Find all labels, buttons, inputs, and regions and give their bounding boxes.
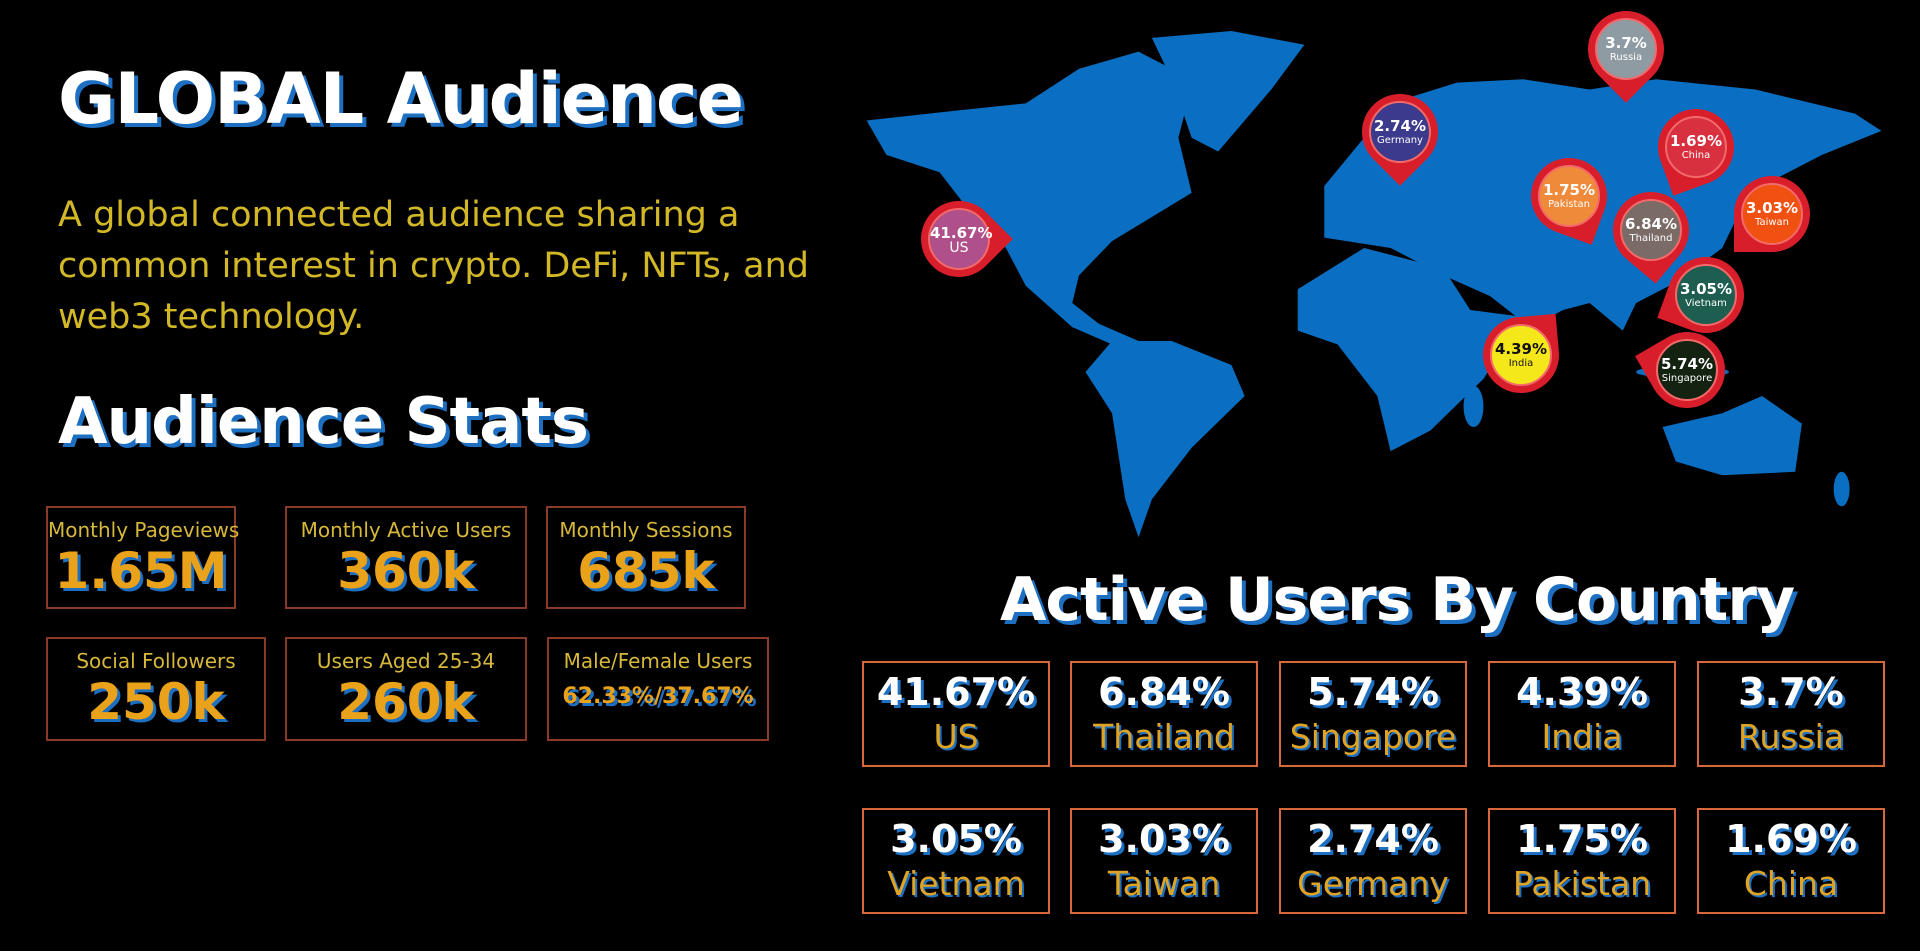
country-pct: 4.39% (1516, 670, 1648, 714)
pin-name: Germany (1377, 134, 1423, 146)
pin-name: China (1681, 149, 1711, 161)
pin-name: India (1508, 357, 1534, 369)
stat-label: Users Aged 25-34 (316, 649, 496, 673)
pin-pct: 5.74% (1660, 354, 1714, 373)
pin-pct: 4.39% (1494, 339, 1548, 358)
country-name: Russia (1737, 717, 1845, 756)
pin-pct: 3.05% (1679, 279, 1733, 298)
intro-text: A global connected audience sharing a co… (58, 195, 809, 337)
country-pct: 3.7% (1738, 670, 1844, 714)
pin-pct: 3.03% (1745, 198, 1799, 217)
stats-title: Audience Stats (58, 385, 589, 459)
country-pct: 41.67% (876, 670, 1036, 714)
stat-card-monthly-sessions: Monthly Sessions 685k (546, 506, 746, 609)
stat-value: 62.33%/37.67% (562, 684, 754, 709)
country-name: US (933, 717, 979, 756)
country-pct: 2.74% (1307, 817, 1439, 861)
country-name: Thailand (1093, 717, 1235, 756)
page-title: GLOBAL Audience (58, 58, 744, 140)
north-america (866, 51, 1192, 345)
stat-label: Monthly Pageviews (48, 518, 240, 542)
country-card-taiwan: 3.03% Taiwan (1070, 808, 1258, 914)
pin-pct: 2.74% (1373, 116, 1427, 135)
stat-label: Monthly Sessions (559, 518, 733, 542)
country-name: Germany (1297, 864, 1449, 903)
country-card-germany: 2.74% Germany (1279, 808, 1467, 914)
country-card-china: 1.69% China (1697, 808, 1885, 914)
country-card-us: 41.67% US (862, 661, 1050, 767)
country-pct: 6.84% (1098, 670, 1230, 714)
pin-pct: 1.75% (1542, 180, 1596, 199)
stat-value: 360k (337, 542, 475, 600)
stat-card-monthly-active-users: Monthly Active Users 360k (285, 506, 527, 609)
country-pct: 5.74% (1307, 670, 1439, 714)
pin-pct: 6.84% (1624, 214, 1678, 233)
country-name: Vietnam (887, 864, 1025, 903)
country-pct: 3.03% (1098, 817, 1230, 861)
pin-name: Thailand (1629, 232, 1673, 244)
stat-card-male-female: Male/Female Users 62.33%/37.67% (547, 637, 769, 741)
pin-name: Pakistan (1548, 198, 1590, 210)
stat-value: 1.65M (54, 542, 228, 600)
africa (1297, 247, 1524, 452)
stat-label: Social Followers (76, 649, 236, 673)
pin-name: US (949, 239, 969, 256)
country-card-thailand: 6.84% Thailand (1070, 661, 1258, 767)
stat-value: 685k (577, 542, 715, 600)
country-name: India (1541, 717, 1623, 756)
country-card-vietnam: 3.05% Vietnam (862, 808, 1050, 914)
pin-pct: 41.67% (930, 223, 993, 242)
stat-card-monthly-pageviews: Monthly Pageviews 1.65M (46, 506, 240, 609)
country-pct: 1.75% (1516, 817, 1648, 861)
country-card-russia: 3.7% Russia (1697, 661, 1885, 767)
stat-card-users-aged: Users Aged 25-34 260k (285, 637, 527, 741)
country-pct: 1.69% (1725, 817, 1857, 861)
madagascar (1463, 385, 1484, 428)
australia (1662, 396, 1802, 476)
pin-pct: 1.69% (1669, 131, 1723, 150)
country-card-singapore: 5.74% Singapore (1279, 661, 1467, 767)
country-name: Pakistan (1512, 864, 1652, 903)
country-name: Taiwan (1107, 864, 1221, 903)
country-name: China (1743, 864, 1839, 903)
country-card-pakistan: 1.75% Pakistan (1488, 808, 1676, 914)
pin-name: Russia (1609, 51, 1643, 63)
country-name: Singapore (1289, 717, 1457, 756)
new-zealand (1833, 471, 1850, 507)
stat-value: 260k (337, 673, 475, 731)
south-america (1085, 340, 1245, 538)
stat-value: 250k (87, 673, 225, 731)
world-map (866, 30, 1882, 538)
country-pct: 3.05% (890, 817, 1022, 861)
stat-label: Monthly Active Users (300, 518, 512, 542)
pin-name: Vietnam (1685, 297, 1727, 309)
pin-name: Singapore (1661, 372, 1713, 384)
stat-card-social-followers: Social Followers 250k (46, 637, 266, 741)
country-section-title: Active Users By Country (1000, 565, 1795, 635)
country-card-india: 4.39% India (1488, 661, 1676, 767)
pin-pct: 3.7% (1605, 33, 1647, 52)
pin-name: Taiwan (1754, 216, 1789, 228)
stat-label: Male/Female Users (563, 649, 753, 673)
greenland (1151, 30, 1305, 152)
